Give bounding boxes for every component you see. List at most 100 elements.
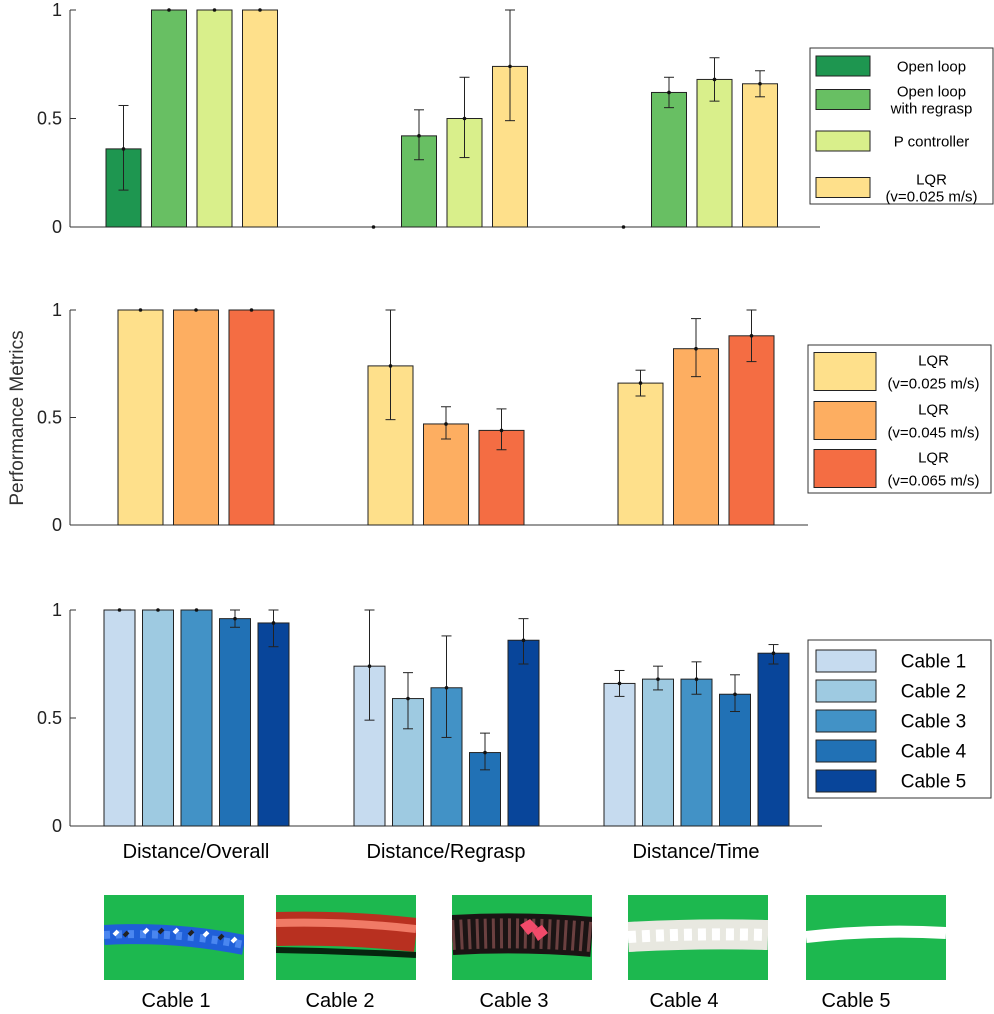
mean-marker xyxy=(521,638,526,643)
mean-marker xyxy=(667,90,671,95)
legend: Cable 1 Cable 2 Cable 3 Cable 4 Cable 5 xyxy=(807,639,992,799)
mean-marker xyxy=(621,225,626,229)
y-tick-label: 0 xyxy=(52,816,62,836)
bar-lqr_065 xyxy=(728,335,775,526)
bar-p_controller xyxy=(696,78,733,228)
y-tick-label: 0.5 xyxy=(37,109,62,129)
mean-marker xyxy=(771,651,776,655)
mean-marker xyxy=(758,81,762,86)
bar-lqr_025 xyxy=(117,309,164,526)
legend-swatch-p_controller xyxy=(815,130,871,152)
bar-open_loop_regrasp xyxy=(651,91,687,228)
y-tick-label: 1 xyxy=(52,0,62,20)
cable-photo-label: Cable 3 xyxy=(479,990,549,1012)
legend-swatch-cable5 xyxy=(815,769,877,793)
cable-photo-1 xyxy=(104,895,244,980)
mean-marker xyxy=(656,677,660,681)
mean-marker xyxy=(367,664,372,668)
legend-label: (v=0.025 m/s) xyxy=(887,375,979,392)
legend-swatch-open_loop_regrasp xyxy=(815,89,871,110)
mean-marker xyxy=(638,381,643,385)
legend-label: (v=0.045 m/s) xyxy=(887,424,979,441)
legend-label: Cable 2 xyxy=(901,682,967,703)
mean-marker xyxy=(121,147,126,151)
chart-panel-3: 0 0.5 1 Cable 1 Cable 2 Cable 3 Cable 4 Cable 5 xyxy=(37,600,992,836)
legend-swatch-cable4 xyxy=(815,739,877,763)
mean-marker xyxy=(444,422,448,426)
legend-swatch-open_loop xyxy=(815,55,871,77)
mean-marker xyxy=(694,677,699,681)
bar-cable1 xyxy=(603,682,636,827)
mean-marker xyxy=(444,685,449,690)
legend-label: P controller xyxy=(894,133,970,150)
bar-cable3 xyxy=(680,678,713,827)
cable-photo-2 xyxy=(276,895,416,980)
cable-photo-label: Cable 4 xyxy=(649,990,719,1012)
legend-label: Cable 5 xyxy=(901,772,967,793)
legend-label: Cable 3 xyxy=(901,712,967,733)
mean-marker xyxy=(617,681,622,686)
y-tick-label: 1 xyxy=(52,300,62,320)
mean-marker xyxy=(371,225,376,229)
bar-cable5 xyxy=(757,652,790,827)
legend-label: LQR xyxy=(918,449,949,466)
y-tick-label: 1 xyxy=(52,600,62,620)
legend: LQR (v=0.025 m/s) LQR (v=0.045 m/s) LQR (v=0.… xyxy=(807,344,992,494)
y-tick-label: 0.5 xyxy=(37,408,62,428)
legend-label: with regrasp xyxy=(890,100,973,117)
category-label: Distance/Regrasp xyxy=(367,841,526,863)
mean-marker xyxy=(194,608,199,612)
bar-lqr_045 xyxy=(173,309,219,526)
mean-marker xyxy=(462,116,467,121)
mean-marker xyxy=(138,308,143,312)
mean-marker xyxy=(258,8,262,12)
legend-swatch-lqr_065 xyxy=(813,449,877,488)
cable-photo-label: Cable 2 xyxy=(305,990,375,1012)
legend-label: LQR xyxy=(918,352,949,369)
mean-marker xyxy=(749,334,754,338)
mean-marker xyxy=(694,346,698,351)
mean-marker xyxy=(156,608,160,612)
category-label: Distance/Time xyxy=(632,841,759,863)
category-labels: Distance/Overall Distance/Regrasp Distan… xyxy=(123,841,760,863)
bar-lqr_025 xyxy=(367,365,414,526)
bar-p_controller xyxy=(446,118,483,228)
category-label: Distance/Overall xyxy=(123,841,270,863)
legend-swatch-cable3 xyxy=(815,709,877,733)
y-tick-label: 0 xyxy=(52,515,62,535)
legend-label: Open loop xyxy=(897,58,966,75)
mean-marker xyxy=(406,696,410,701)
y-tick-label: 0 xyxy=(52,217,62,237)
legend-label: Cable 1 xyxy=(901,652,967,673)
bar-lqr_045 xyxy=(423,423,469,526)
legend-swatch-lqr_045 xyxy=(813,401,877,440)
bar-lqr_025 xyxy=(617,382,664,526)
mean-marker xyxy=(271,621,276,625)
mean-marker xyxy=(117,608,122,612)
mean-marker xyxy=(483,750,487,755)
bar-lqr_025 xyxy=(742,83,778,228)
legend-swatch-lqr_025 xyxy=(815,177,871,198)
legend-label: (v=0.025 m/s) xyxy=(885,188,977,205)
y-tick-label: 0.5 xyxy=(37,708,62,728)
y-axis-label: Performance Metrics xyxy=(7,330,28,505)
bar-lqr_065 xyxy=(228,309,275,526)
mean-marker xyxy=(233,616,237,621)
bar-lqr_025 xyxy=(242,9,278,228)
bar-cable1 xyxy=(103,609,136,827)
bar-p_controller xyxy=(196,9,233,228)
mean-marker xyxy=(733,692,737,697)
mean-marker xyxy=(417,134,421,138)
mean-marker xyxy=(194,308,198,312)
legend-label: Cable 4 xyxy=(901,742,967,763)
legend-label: (v=0.065 m/s) xyxy=(887,472,979,489)
mean-marker xyxy=(249,308,254,312)
cable-photo-label: Cable 5 xyxy=(821,990,891,1012)
mean-marker xyxy=(712,77,717,82)
legend-label: LQR xyxy=(918,401,949,418)
bar-cable5 xyxy=(507,639,540,827)
legend-swatch-cable2 xyxy=(815,679,877,703)
mean-marker xyxy=(212,8,217,12)
